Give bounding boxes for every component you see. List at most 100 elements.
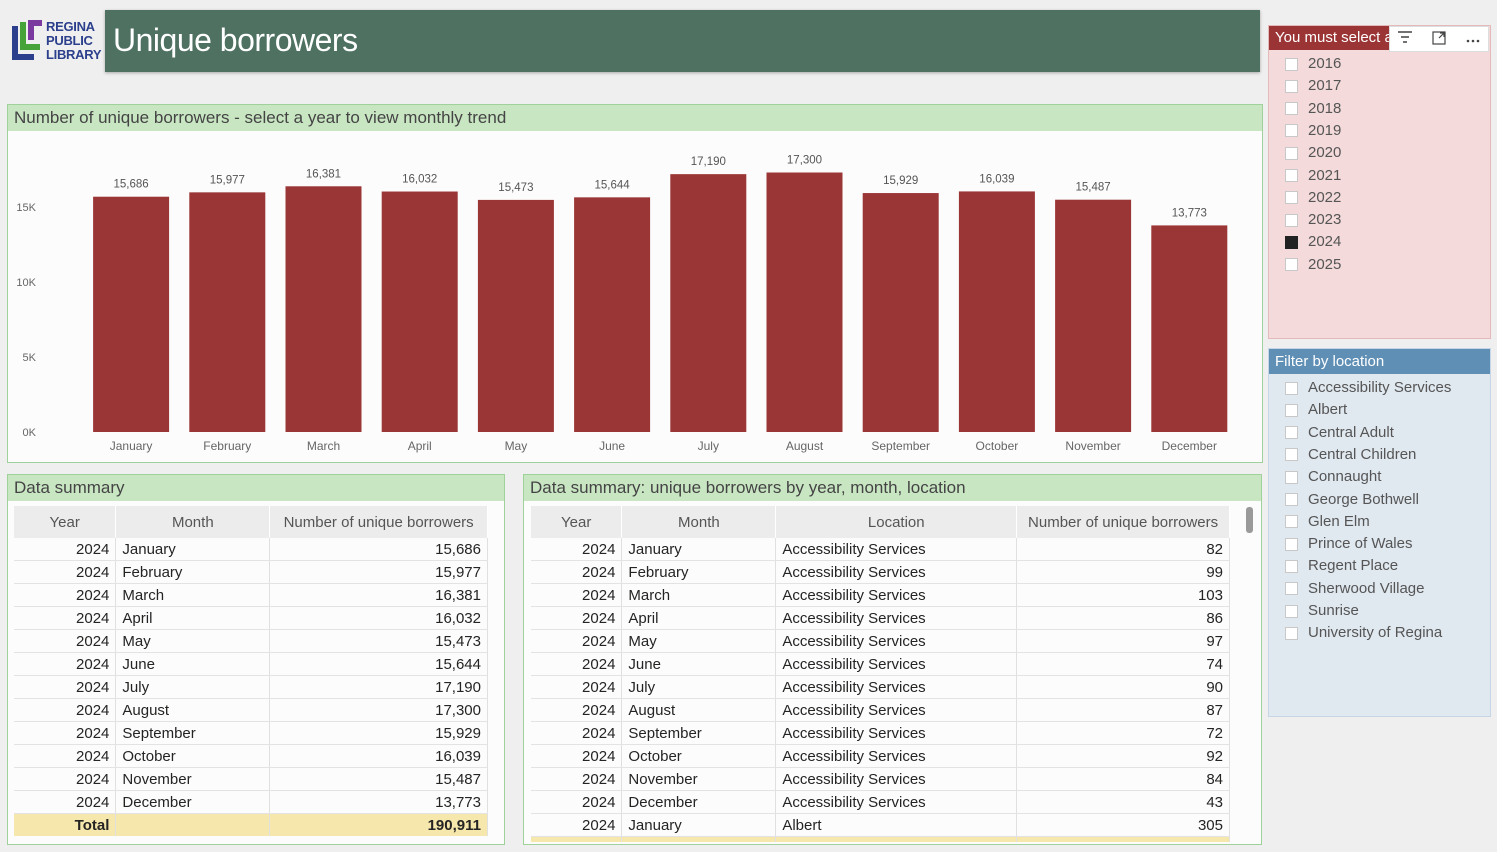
checkbox-icon[interactable] [1285,381,1298,395]
bar[interactable] [285,186,362,432]
summary2-column-header[interactable]: Number of unique borrowers [1016,506,1230,538]
table-row[interactable]: 2024 June Accessibility Services 74 [531,652,1230,676]
location-option[interactable]: Albert [1285,399,1347,421]
checkbox-icon[interactable] [1285,515,1298,529]
checkbox-icon[interactable] [1285,146,1298,160]
bar[interactable] [93,196,170,432]
bar[interactable] [766,172,843,433]
monthly-borrowers-bar-chart[interactable]: 0K 5K 10K 15K 15,686 January 15,977 February 16,… [8,132,1262,462]
checkbox-icon[interactable] [1285,57,1298,71]
table-row[interactable]: 2024 June 15,644 [14,652,488,676]
year-option-2017[interactable]: 2017 [1285,75,1341,97]
data-summary-location-table-visual[interactable]: Data summary: unique borrowers by year, … [523,474,1262,845]
location-option[interactable]: George Bothwell [1285,489,1419,511]
table-row[interactable]: 2024 April Accessibility Services 86 [531,606,1230,630]
checkbox-icon[interactable] [1285,102,1298,116]
year-option-2024[interactable]: 2024 [1285,231,1341,253]
table-row[interactable]: 2024 October Accessibility Services 92 [531,744,1230,768]
table-row[interactable]: 2024 August 17,300 [14,698,488,722]
table-row[interactable]: 2024 October 16,039 [14,744,488,768]
checkbox-icon[interactable] [1285,235,1298,249]
table-row[interactable]: 2024 November 15,487 [14,767,488,791]
year-option-2019[interactable]: 2019 [1285,120,1341,142]
year-option-2022[interactable]: 2022 [1285,187,1341,209]
bar[interactable] [574,197,651,432]
checkbox-icon[interactable] [1285,191,1298,205]
summary2-column-header[interactable]: Month [621,506,777,538]
checkbox-icon[interactable] [1285,426,1298,440]
location-option[interactable]: Connaught [1285,466,1381,488]
data-summary-location-table[interactable]: Year Month Location Number of unique borrow… [531,506,1230,842]
checkbox-icon[interactable] [1285,626,1298,640]
table-scrollbar[interactable] [1246,507,1253,533]
location-option[interactable]: Regent Place [1285,555,1398,577]
summary1-column-header[interactable]: Number of unique borrowers [269,506,488,538]
table-row[interactable]: 2024 August Accessibility Services 87 [531,698,1230,722]
checkbox-icon[interactable] [1285,169,1298,183]
summary1-column-header[interactable]: Month [115,506,271,538]
bar-chart-visual[interactable]: Number of unique borrowers - select a ye… [7,104,1263,463]
table-row[interactable]: 2024 May 15,473 [14,629,488,653]
checkbox-icon[interactable] [1285,79,1298,93]
bar[interactable] [958,191,1035,432]
location-option[interactable]: Accessibility Services [1285,377,1451,399]
summary2-column-header[interactable]: Year [531,506,623,538]
table-row[interactable]: 2024 February Accessibility Services 99 [531,560,1230,584]
summary1-column-header[interactable]: Year [14,506,117,538]
bar[interactable] [189,192,266,432]
checkbox-icon[interactable] [1285,537,1298,551]
bar[interactable] [477,199,554,432]
table-row[interactable]: 2024 July Accessibility Services 90 [531,675,1230,699]
table-row[interactable]: 2024 July 17,190 [14,675,488,699]
location-option[interactable]: Sunrise [1285,600,1359,622]
bar[interactable] [1151,225,1228,432]
table-row[interactable]: 2024 December Accessibility Services 43 [531,790,1230,814]
bar[interactable] [381,191,458,432]
table-row[interactable]: 2024 May Accessibility Services 97 [531,629,1230,653]
location-option[interactable]: Sherwood Village [1285,578,1424,600]
table-row[interactable]: 2024 September Accessibility Services 72 [531,721,1230,745]
year-option-2021[interactable]: 2021 [1285,165,1341,187]
location-slicer[interactable]: Filter by location Accessibility Service… [1268,348,1491,717]
table-row[interactable]: 2024 January Accessibility Services 82 [531,538,1230,561]
location-option[interactable]: Prince of Wales [1285,533,1412,555]
table-row[interactable]: 2024 December 13,773 [14,790,488,814]
focus-mode-icon[interactable] [1428,30,1450,48]
year-slicer[interactable]: You must select a 2016 2017 2018 2019 2020 20… [1268,25,1491,339]
bar[interactable] [1055,199,1132,432]
location-option[interactable]: Glen Elm [1285,511,1370,533]
year-option-2023[interactable]: 2023 [1285,209,1341,231]
table-row[interactable]: 2024 March Accessibility Services 103 [531,583,1230,607]
more-options-icon[interactable] [1462,30,1484,48]
checkbox-icon[interactable] [1285,258,1298,272]
table-row[interactable]: 2024 January Albert 305 [531,813,1230,837]
data-summary-table-visual[interactable]: Data summary Year Month Number of unique b… [7,474,505,845]
table-row[interactable]: 2024 November Accessibility Services 84 [531,767,1230,791]
table-row[interactable]: 2024 March 16,381 [14,583,488,607]
checkbox-icon[interactable] [1285,559,1298,573]
checkbox-icon[interactable] [1285,493,1298,507]
year-option-2025[interactable]: 2025 [1285,254,1341,276]
bar[interactable] [862,193,939,432]
table-row[interactable]: 2024 January 15,686 [14,538,488,561]
location-option[interactable]: University of Regina [1285,622,1442,644]
checkbox-icon[interactable] [1285,124,1298,138]
checkbox-icon[interactable] [1285,403,1298,417]
checkbox-icon[interactable] [1285,213,1298,227]
checkbox-icon[interactable] [1285,582,1298,596]
checkbox-icon[interactable] [1285,448,1298,462]
location-option[interactable]: Central Children [1285,444,1416,466]
table-row[interactable]: 2024 February 15,977 [14,560,488,584]
year-option-2020[interactable]: 2020 [1285,142,1341,164]
table-row[interactable]: 2024 April 16,032 [14,606,488,630]
summary2-column-header[interactable]: Location [775,506,1018,538]
data-summary-table[interactable]: Year Month Number of unique borrowers 2024… [14,506,488,836]
year-option-2018[interactable]: 2018 [1285,98,1341,120]
location-option[interactable]: Central Adult [1285,422,1394,444]
year-option-2016[interactable]: 2016 [1285,53,1341,75]
checkbox-icon[interactable] [1285,470,1298,484]
bar[interactable] [670,174,747,432]
table-row[interactable]: 2024 September 15,929 [14,721,488,745]
checkbox-icon[interactable] [1285,604,1298,618]
filter-icon[interactable] [1394,30,1416,48]
